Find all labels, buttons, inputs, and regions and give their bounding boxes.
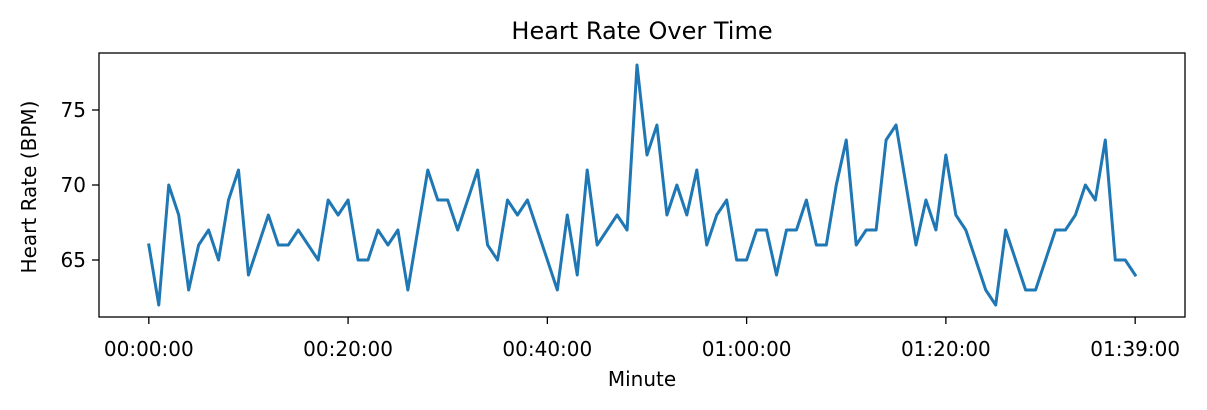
- plot-area: 00:00:00 00:20:00 00:40:00 01:00:00 01:20:00…: [61, 52, 1186, 361]
- x-tick-label: 00:00:00: [104, 337, 194, 361]
- x-tick-label: 01:39:00: [1090, 337, 1180, 361]
- y-tick-label: 70: [61, 173, 86, 197]
- x-tick-label: 00:40:00: [502, 337, 592, 361]
- x-tick-label: 01:20:00: [901, 337, 991, 361]
- chart-title: Heart Rate Over Time: [511, 17, 772, 45]
- y-tick-label: 65: [61, 248, 86, 272]
- x-axis-label: Minute: [608, 367, 676, 391]
- x-tick-label: 01:00:00: [702, 337, 792, 361]
- x-tick-label: 00:20:00: [303, 337, 393, 361]
- y-axis-label: Heart Rate (BPM): [17, 101, 41, 274]
- y-tick-label: 75: [61, 98, 86, 122]
- series-line-0: [147, 63, 1138, 307]
